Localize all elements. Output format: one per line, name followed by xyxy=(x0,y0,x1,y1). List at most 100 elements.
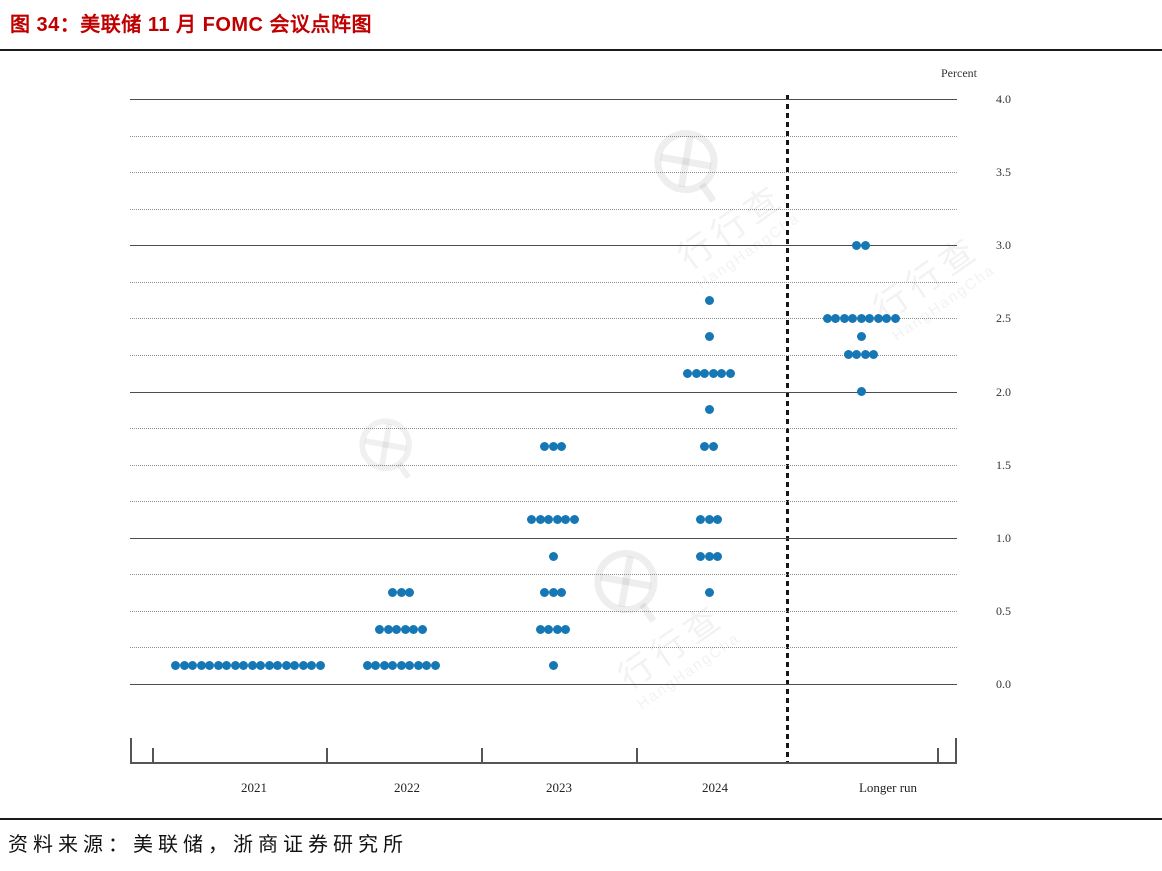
x-axis-tick xyxy=(636,748,638,762)
dot xyxy=(873,313,883,323)
dot xyxy=(856,387,866,396)
dot xyxy=(831,313,840,323)
x-axis-tick xyxy=(937,748,939,762)
dot xyxy=(179,661,189,671)
gridline xyxy=(130,99,957,100)
dot xyxy=(548,551,558,561)
dot xyxy=(281,661,291,671)
dot xyxy=(535,624,545,634)
dot xyxy=(196,661,206,671)
gridline xyxy=(130,647,957,649)
gridline xyxy=(130,574,957,576)
dot xyxy=(700,368,710,378)
dot xyxy=(548,441,558,451)
dot xyxy=(890,313,900,323)
dot xyxy=(392,624,402,634)
x-axis-baseline xyxy=(130,762,957,764)
y-axis-tick-label: 0.5 xyxy=(996,603,1011,618)
y-axis-tick-label: 2.0 xyxy=(996,384,1011,399)
dot xyxy=(683,368,693,378)
dot xyxy=(544,624,554,634)
dot xyxy=(552,514,562,524)
dot xyxy=(882,313,891,323)
x-axis-year-label: 2023 xyxy=(546,780,572,795)
dot xyxy=(548,661,558,671)
dot xyxy=(222,661,232,671)
x-axis-endcap xyxy=(130,738,132,762)
dot xyxy=(247,661,257,671)
dot xyxy=(409,624,419,634)
dot xyxy=(561,514,571,524)
gridline xyxy=(130,172,957,174)
dot xyxy=(273,661,283,671)
dot xyxy=(290,661,300,671)
dot xyxy=(213,661,223,671)
dot xyxy=(535,514,545,524)
dot xyxy=(383,624,393,634)
dot xyxy=(708,441,718,451)
dot xyxy=(188,661,198,671)
dot xyxy=(388,588,397,598)
y-axis-tick-label: 1.5 xyxy=(996,457,1011,472)
dot xyxy=(527,514,537,524)
dot xyxy=(561,624,571,634)
dot xyxy=(540,441,549,451)
dot xyxy=(704,405,714,415)
dot xyxy=(704,514,714,524)
dot xyxy=(852,240,862,250)
x-axis-year-label: 2021 xyxy=(241,780,267,795)
dot xyxy=(869,350,879,360)
dot xyxy=(171,661,181,671)
dot xyxy=(379,661,389,671)
dot xyxy=(691,368,701,378)
dot xyxy=(307,661,317,671)
dot xyxy=(388,661,397,671)
gridline xyxy=(130,391,957,393)
gridline xyxy=(130,610,957,612)
dot xyxy=(856,332,866,342)
dot xyxy=(704,551,714,561)
dot xyxy=(405,661,414,671)
dot xyxy=(713,551,722,561)
gridline xyxy=(130,354,957,356)
gridline xyxy=(130,537,957,539)
dot xyxy=(396,661,406,671)
y-axis-unit-label: Percent xyxy=(941,66,977,80)
dot xyxy=(430,661,440,671)
gridline xyxy=(130,318,957,320)
dot xyxy=(375,624,385,634)
dot xyxy=(315,661,325,671)
dot xyxy=(717,368,727,378)
dot xyxy=(548,588,558,598)
dot xyxy=(557,588,566,598)
dot xyxy=(725,368,735,378)
dot xyxy=(239,661,249,671)
dot xyxy=(540,588,549,598)
gridline xyxy=(130,684,957,685)
dot xyxy=(557,441,566,451)
dot xyxy=(205,661,215,671)
x-axis-tick xyxy=(326,748,328,762)
x-axis-year-label: 2024 xyxy=(702,780,728,795)
dot xyxy=(860,350,870,360)
dot xyxy=(856,313,866,323)
dot xyxy=(230,661,240,671)
x-axis-endcap xyxy=(955,738,957,762)
dot xyxy=(696,514,705,524)
x-axis-year-label: Longer run xyxy=(858,780,918,795)
title-divider xyxy=(0,49,1162,51)
dot xyxy=(405,588,414,598)
dot xyxy=(865,313,874,323)
dot xyxy=(843,350,853,360)
dot-plot-chart: Percent 4.0 3.5 3.0 2.5 2.0 1.5 1.0 0.5 0.0 2021 2… xyxy=(0,56,1162,816)
y-axis-tick-label: 2.5 xyxy=(996,311,1011,326)
dot xyxy=(417,624,427,634)
dot xyxy=(362,661,372,671)
dot xyxy=(552,624,562,634)
dot xyxy=(422,661,431,671)
dot xyxy=(860,240,870,250)
dot xyxy=(371,661,380,671)
gridline xyxy=(130,281,957,283)
gridline xyxy=(130,208,957,210)
